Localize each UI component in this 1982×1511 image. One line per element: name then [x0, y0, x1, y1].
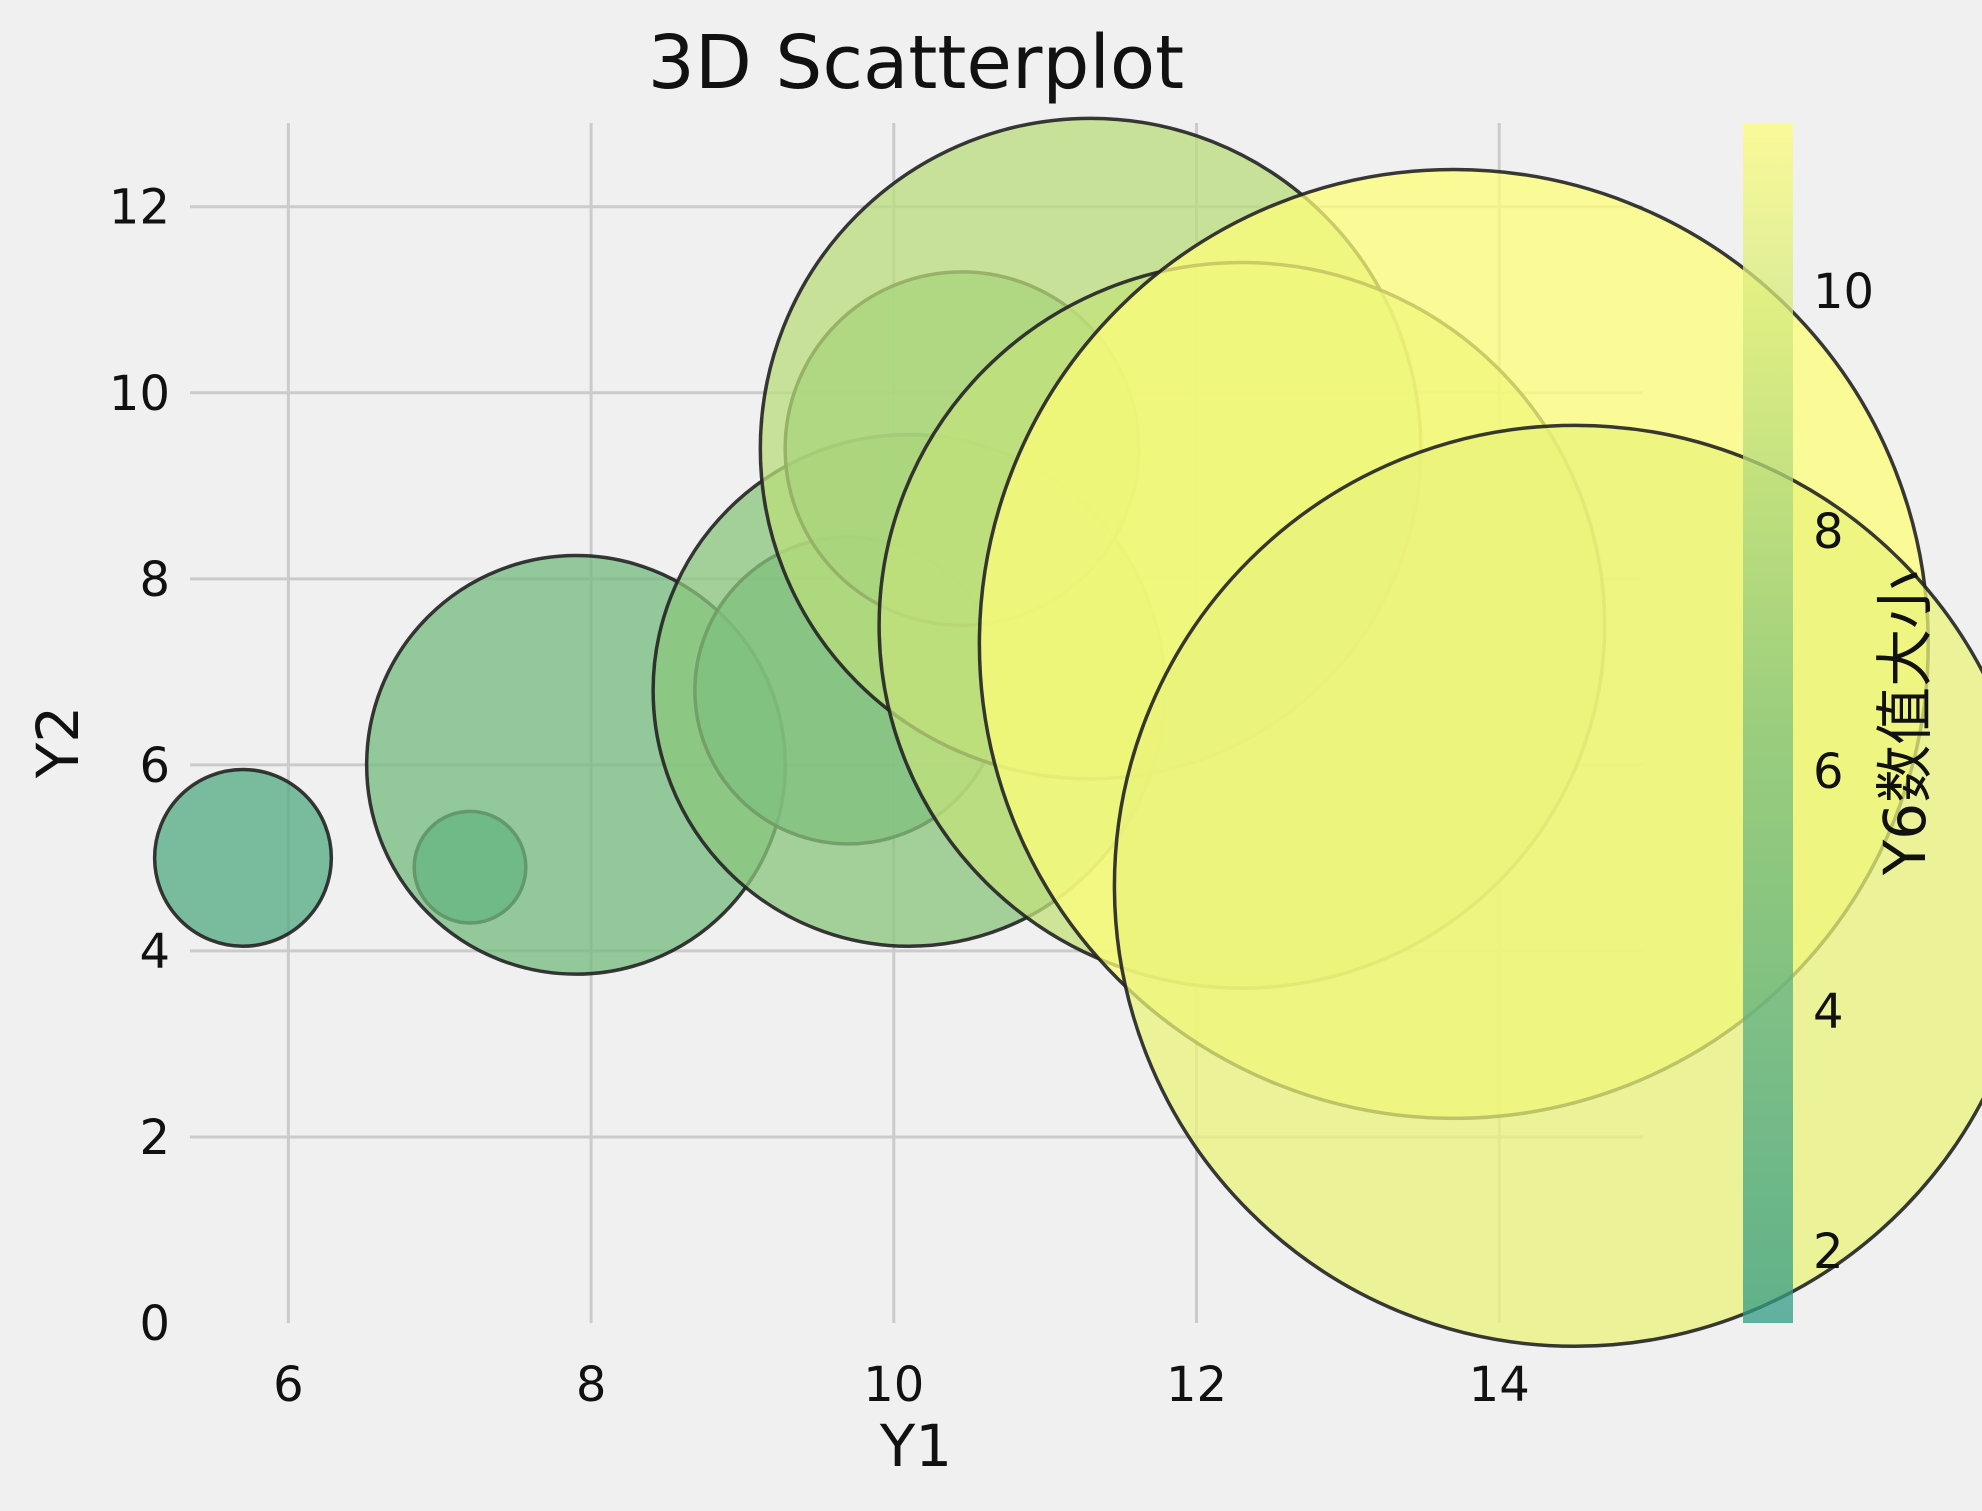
colorbar-tick-label: 10: [1813, 264, 1874, 320]
scatter-point: [152, 767, 334, 949]
x-tick-label: 14: [1469, 1357, 1530, 1413]
colorbar-tick-label: 4: [1813, 984, 1844, 1040]
y-tick-label: 6: [139, 738, 170, 794]
colorbar-tick-label: 8: [1813, 504, 1844, 560]
y-tick-label: 0: [139, 1296, 170, 1352]
y-tick-label: 10: [109, 366, 170, 422]
chart-title: 3D Scatterplot: [648, 20, 1184, 106]
x-tick-label: 6: [273, 1357, 304, 1413]
y-tick-label: 4: [139, 924, 170, 980]
y-tick-label: 2: [139, 1110, 170, 1166]
y-axis-label: Y2: [24, 706, 92, 779]
colorbar-label: Y6数值大小: [1871, 571, 1939, 876]
x-tick-label: 10: [863, 1357, 924, 1413]
x-tick-label: 12: [1166, 1357, 1227, 1413]
colorbar-tick-label: 2: [1813, 1224, 1844, 1280]
colorbar-tick-label: 6: [1813, 744, 1844, 800]
axis-ticks: 6 8 10 12 14 0 2 4 6 8 10 12: [109, 180, 1530, 1413]
scatter-point: [1112, 423, 1982, 1348]
x-tick-label: 8: [576, 1357, 607, 1413]
y-tick-label: 8: [139, 552, 170, 608]
x-axis-label: Y1: [879, 1412, 952, 1480]
colorbar: [1743, 123, 1793, 1323]
colorbar-ticks: 2 4 6 8 10: [1813, 264, 1874, 1280]
y-tick-label: 12: [109, 180, 170, 236]
data-points: [152, 116, 1982, 1348]
